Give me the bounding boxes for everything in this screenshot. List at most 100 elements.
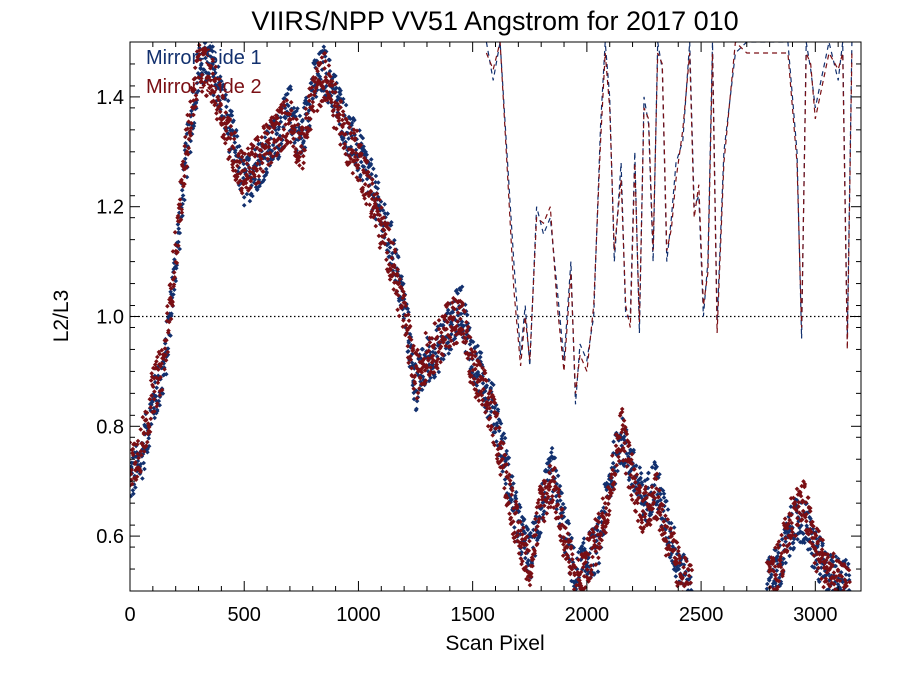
data-point-mirror-side-2: [344, 117, 349, 122]
data-point-mirror-side-2: [470, 367, 476, 373]
data-point-mirror-side-1: [168, 289, 173, 295]
data-point-mirror-side-2: [252, 165, 257, 170]
data-point-mirror-side-1: [208, 54, 213, 59]
data-point-mirror-side-1: [386, 241, 392, 246]
data-point-mirror-side-1: [314, 58, 320, 64]
data-point-mirror-side-1: [174, 266, 179, 271]
data-point-mirror-side-2: [181, 184, 186, 189]
data-point-mirror-side-2: [244, 161, 250, 166]
data-point-mirror-side-2: [345, 120, 350, 125]
data-point-mirror-side-2: [231, 160, 237, 165]
data-point-mirror-side-2: [396, 313, 402, 319]
data-point-mirror-side-2: [324, 80, 330, 85]
data-point-mirror-side-2: [424, 363, 429, 368]
data-point-mirror-side-1: [324, 71, 329, 76]
data-point-mirror-side-1: [654, 464, 659, 469]
data-point-mirror-side-1: [846, 573, 852, 578]
data-point-mirror-side-1: [256, 177, 262, 183]
data-point-mirror-side-2: [490, 433, 495, 438]
data-point-mirror-side-2: [797, 510, 802, 516]
data-point-mirror-side-2: [506, 501, 511, 506]
data-point-mirror-side-2: [274, 120, 279, 125]
data-point-mirror-side-2: [157, 392, 163, 398]
data-point-mirror-side-2: [363, 170, 369, 175]
data-point-mirror-side-1: [274, 131, 279, 137]
data-point-mirror-side-2: [824, 579, 829, 584]
data-point-mirror-side-2: [209, 99, 215, 105]
data-point-mirror-side-2: [243, 180, 249, 186]
data-point-mirror-side-2: [423, 378, 428, 383]
data-point-mirror-side-2: [452, 306, 457, 312]
data-point-mirror-side-2: [440, 352, 446, 358]
data-point-mirror-side-2: [682, 571, 688, 576]
data-point-mirror-side-2: [211, 90, 217, 95]
data-point-mirror-side-1: [384, 248, 390, 253]
data-point-mirror-side-2: [357, 177, 363, 183]
data-point-mirror-side-2: [255, 134, 260, 140]
data-point-mirror-side-1: [313, 94, 319, 99]
data-point-mirror-side-2: [765, 592, 770, 597]
data-point-mirror-side-2: [291, 144, 296, 149]
data-point-mirror-side-2: [146, 424, 152, 430]
data-point-mirror-side-2: [530, 557, 536, 562]
data-point-mirror-side-1: [478, 350, 484, 356]
data-point-mirror-side-2: [785, 525, 790, 531]
data-point-mirror-side-2: [802, 481, 808, 487]
data-point-mirror-side-2: [166, 328, 171, 333]
data-point-mirror-side-2: [502, 485, 507, 491]
data-point-mirror-side-2: [583, 555, 589, 561]
data-point-mirror-side-2: [421, 356, 427, 362]
data-point-mirror-side-1: [373, 180, 378, 185]
data-point-mirror-side-2: [186, 145, 191, 151]
data-point-mirror-side-2: [587, 530, 593, 536]
data-point-mirror-side-2: [184, 164, 190, 169]
data-point-mirror-side-2: [183, 134, 188, 140]
data-point-mirror-side-2: [227, 154, 232, 160]
data-point-mirror-side-1: [223, 92, 229, 98]
data-point-mirror-side-2: [654, 476, 659, 482]
data-point-mirror-side-1: [225, 112, 230, 118]
data-point-mirror-side-2: [435, 366, 440, 371]
data-point-mirror-side-1: [151, 405, 157, 411]
data-point-mirror-side-2: [603, 505, 609, 511]
data-point-mirror-side-1: [236, 165, 242, 170]
data-point-mirror-side-2: [331, 125, 337, 131]
data-point-mirror-side-2: [555, 502, 561, 507]
data-point-mirror-side-1: [130, 464, 134, 469]
data-point-mirror-side-1: [673, 568, 679, 574]
data-point-mirror-side-2: [340, 117, 345, 123]
data-point-mirror-side-2: [168, 286, 174, 291]
data-point-mirror-side-2: [362, 155, 367, 161]
data-point-mirror-side-2: [208, 63, 214, 69]
data-point-mirror-side-2: [796, 500, 802, 505]
data-point-mirror-side-2: [816, 528, 822, 534]
data-point-mirror-side-2: [213, 100, 218, 106]
data-point-mirror-side-1: [225, 98, 231, 104]
data-point-mirror-side-1: [130, 488, 136, 493]
data-point-mirror-side-2: [242, 167, 248, 173]
data-point-mirror-side-2: [612, 472, 618, 478]
data-point-mirror-side-2: [475, 377, 481, 383]
data-point-mirror-side-1: [646, 470, 651, 476]
data-point-mirror-side-1: [354, 141, 360, 147]
data-point-mirror-side-1: [523, 555, 528, 561]
data-point-mirror-side-1: [321, 44, 327, 50]
data-point-mirror-side-2: [657, 488, 662, 493]
data-point-mirror-side-1: [434, 327, 439, 333]
data-point-mirror-side-1: [629, 466, 635, 471]
data-point-mirror-side-1: [498, 421, 504, 426]
data-point-mirror-side-2: [781, 542, 786, 548]
data-point-mirror-side-2: [133, 477, 139, 482]
data-point-mirror-side-2: [483, 410, 488, 415]
data-point-mirror-side-1: [175, 222, 181, 227]
data-point-mirror-side-2: [388, 267, 394, 272]
data-point-mirror-side-2: [462, 335, 468, 341]
data-point-mirror-side-2: [782, 516, 788, 521]
data-point-mirror-side-1: [314, 87, 320, 93]
data-point-mirror-side-2: [390, 263, 395, 269]
data-point-mirror-side-2: [190, 88, 195, 93]
data-point-mirror-side-2: [573, 564, 578, 570]
data-point-mirror-side-2: [650, 491, 655, 496]
data-point-mirror-side-1: [610, 460, 616, 466]
data-point-mirror-side-2: [635, 518, 641, 524]
